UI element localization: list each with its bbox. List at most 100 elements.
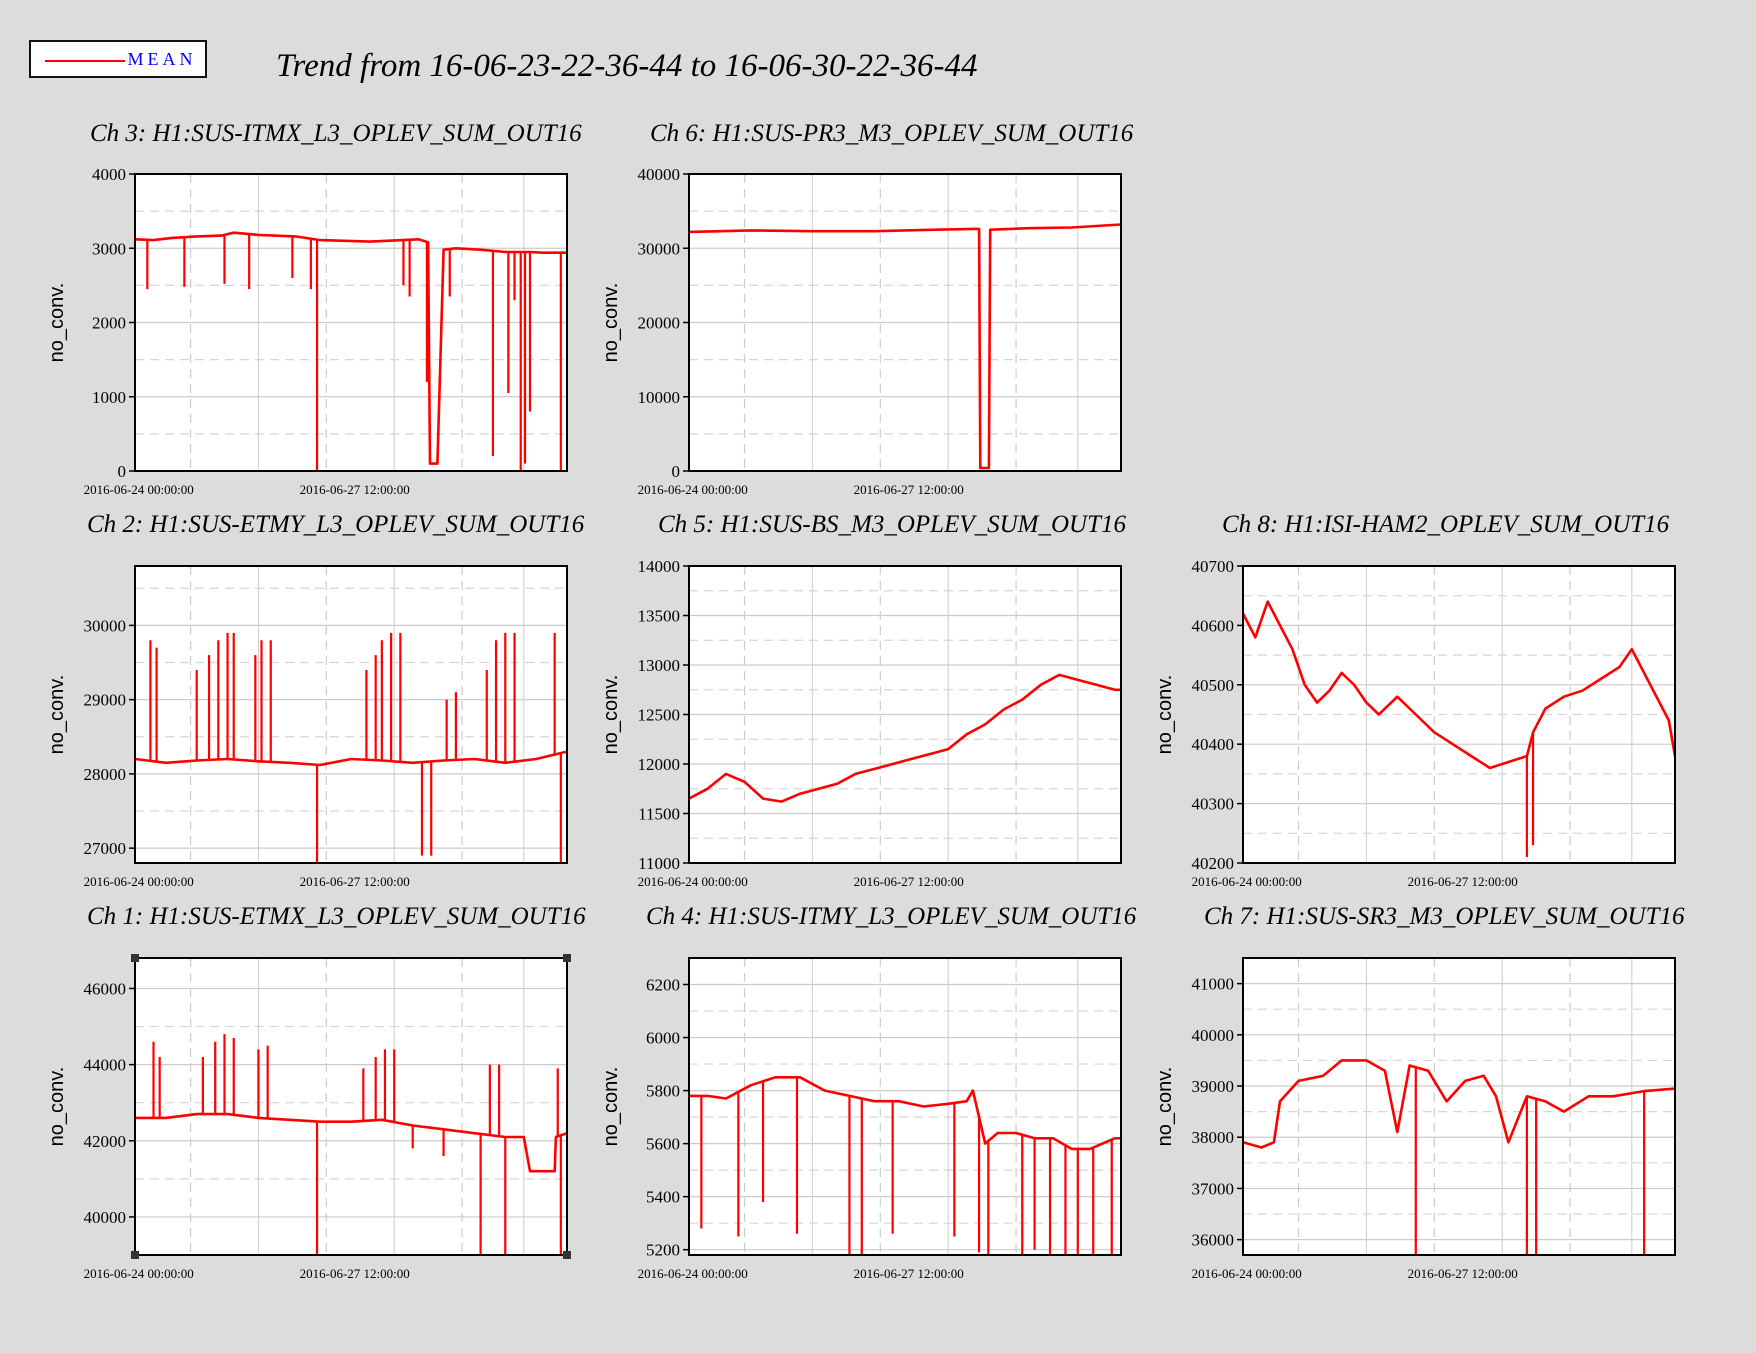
ytick-label-ch7-2: 38000: [1192, 1128, 1235, 1147]
plot-ch2: 27000 28000 29000 30000 2016-06-24 00:00:00 2…: [46, 565, 568, 889]
xtick-label-ch4-1: 2016-06-27 12:00:00: [854, 1266, 964, 1281]
trend-title: Trend from 16-06-23-22-36-44 to 16-06-30…: [276, 48, 978, 84]
ylabel-ch5: no_conv.: [600, 675, 622, 755]
ytick-label-ch5-2: 12000: [638, 755, 681, 774]
ytick-label-ch4-1: 5400: [646, 1188, 680, 1207]
selection-handle-3: [563, 1251, 571, 1259]
series-line-ch4-0: [689, 1076, 1121, 1151]
chart-title-ch2: Ch 2: H1:SUS-ETMY_L3_OPLEV_SUM_OUT16: [87, 511, 585, 538]
ytick-label-ch5-1: 11500: [638, 805, 680, 824]
ytick-label-ch8-1: 40300: [1192, 795, 1235, 814]
ytick-label-ch7-0: 36000: [1192, 1231, 1235, 1250]
series-group-ch7: [1243, 1059, 1675, 1255]
plot-area-ch4: [689, 958, 1121, 1255]
series-group-ch3: [135, 231, 567, 471]
plot-frame-ch7: [1242, 957, 1676, 1256]
ytick-label-ch2-0: 27000: [84, 839, 127, 858]
xtick-label-ch7-1: 2016-06-27 12:00:00: [1408, 1266, 1518, 1281]
ytick-label-ch5-0: 11000: [638, 854, 680, 873]
series-group-ch5: [689, 673, 1121, 803]
ytick-label-ch1-3: 46000: [84, 979, 127, 998]
plot-frame-ch1: [134, 957, 568, 1256]
xtick-label-ch1-1: 2016-06-27 12:00:00: [300, 1266, 410, 1281]
legend-box: MEAN: [29, 40, 207, 78]
ytick-label-ch5-6: 14000: [638, 557, 681, 576]
ytick-label-ch3-4: 4000: [92, 165, 126, 184]
plot-ch3: 0 1000 2000 3000 4000 2016-06-24 00:00:00 2016…: [46, 165, 568, 497]
ytick-label-ch5-5: 13500: [638, 607, 681, 626]
series-group-ch2: [135, 632, 567, 863]
chart-title-ch8: Ch 8: H1:ISI-HAM2_OPLEV_SUM_OUT16: [1222, 511, 1670, 538]
ytick-label-ch3-0: 0: [118, 462, 127, 481]
ytick-label-ch4-2: 5600: [646, 1135, 680, 1154]
ytick-label-ch7-3: 39000: [1192, 1077, 1235, 1096]
ylabel-ch7: no_conv.: [1154, 1067, 1176, 1147]
series-line-ch7-0: [1243, 1059, 1675, 1149]
series-group-ch8: [1243, 600, 1675, 858]
ytick-label-ch2-2: 29000: [84, 691, 127, 710]
chart-title-ch1: Ch 1: H1:SUS-ETMX_L3_OPLEV_SUM_OUT16: [87, 903, 586, 930]
ylabel-ch2: no_conv.: [46, 675, 68, 755]
ytick-label-ch1-0: 40000: [84, 1208, 127, 1227]
plot-area-ch7: [1243, 958, 1675, 1255]
xtick-label-ch2-1: 2016-06-27 12:00:00: [300, 874, 410, 889]
ytick-label-ch8-4: 40600: [1192, 616, 1235, 635]
ytick-label-ch6-1: 10000: [638, 388, 681, 407]
chart-title-ch5: Ch 5: H1:SUS-BS_M3_OPLEV_SUM_OUT16: [658, 511, 1127, 538]
xtick-label-ch3-0: 2016-06-24 00:00:00: [84, 482, 194, 497]
plot-ch7: 36000 37000 38000 39000 40000 41000 2016-06-24…: [1154, 957, 1676, 1281]
ylabel-ch1: no_conv.: [46, 1067, 68, 1147]
ytick-label-ch3-3: 3000: [92, 239, 126, 258]
ytick-label-ch2-1: 28000: [84, 765, 127, 784]
ytick-label-ch4-0: 5200: [646, 1241, 680, 1260]
ytick-label-ch4-5: 6200: [646, 976, 680, 995]
ylabel-ch8: no_conv.: [1154, 675, 1176, 755]
xtick-label-ch5-0: 2016-06-24 00:00:00: [638, 874, 748, 889]
series-line-ch1-0: [135, 1112, 567, 1173]
ylabel-ch3: no_conv.: [46, 283, 68, 363]
legend-line-swatch: [45, 60, 125, 62]
legend-label: MEAN: [127, 49, 197, 69]
ytick-label-ch6-0: 0: [672, 462, 681, 481]
chart-title-ch4: Ch 4: H1:SUS-ITMY_L3_OPLEV_SUM_OUT16: [646, 903, 1137, 930]
xtick-label-ch6-1: 2016-06-27 12:00:00: [854, 482, 964, 497]
plot-ch6: 0 10000 20000 30000 40000 2016-06-24 00:00:00…: [600, 165, 1122, 497]
plot-ch1: 40000 42000 44000 46000 2016-06-24 00:00:00 2…: [46, 957, 568, 1281]
plot-frame-ch8: [1242, 565, 1676, 864]
plot-area-ch1: [135, 958, 567, 1255]
plot-ch5: 11000 11500 12000 12500 13000 13500 14000 2016-…: [600, 557, 1122, 889]
selection-handle-2: [131, 1251, 139, 1259]
ylabel-ch4: no_conv.: [600, 1067, 622, 1147]
xtick-label-ch6-0: 2016-06-24 00:00:00: [638, 482, 748, 497]
plot-ch8: 40200 40300 40400 40500 40600 40700 2016-06-24…: [1154, 557, 1676, 889]
ytick-label-ch4-4: 6000: [646, 1029, 680, 1048]
ytick-label-ch6-3: 30000: [638, 239, 681, 258]
plot-frame-ch4: [688, 957, 1122, 1256]
ytick-label-ch8-5: 40700: [1192, 557, 1235, 576]
series-line-ch5-0: [689, 673, 1121, 803]
chart-title-ch7: Ch 7: H1:SUS-SR3_M3_OPLEV_SUM_OUT16: [1204, 903, 1685, 930]
ytick-label-ch4-3: 5800: [646, 1082, 680, 1101]
plot-ch4: 5200 5400 5600 5800 6000 6200 2016-06-24 00:00…: [600, 957, 1122, 1281]
ytick-label-ch8-0: 40200: [1192, 854, 1235, 873]
ytick-label-ch8-3: 40500: [1192, 676, 1235, 695]
xtick-label-ch7-0: 2016-06-24 00:00:00: [1192, 1266, 1302, 1281]
xtick-label-ch2-0: 2016-06-24 00:00:00: [84, 874, 194, 889]
ytick-label-ch2-3: 30000: [84, 616, 127, 635]
xtick-label-ch4-0: 2016-06-24 00:00:00: [638, 1266, 748, 1281]
ytick-label-ch7-4: 40000: [1192, 1026, 1235, 1045]
selection-handle-0: [131, 954, 139, 962]
series-line-ch8-0: [1243, 600, 1675, 770]
ytick-label-ch7-1: 37000: [1192, 1179, 1235, 1198]
ytick-label-ch5-4: 13000: [638, 656, 681, 675]
ytick-label-ch3-1: 1000: [92, 388, 126, 407]
series-group-ch1: [135, 1034, 567, 1255]
series-group-ch4: [689, 1076, 1121, 1255]
ytick-label-ch6-4: 40000: [638, 165, 681, 184]
series-group-ch6: [689, 223, 1121, 470]
chart-title-ch3: Ch 3: H1:SUS-ITMX_L3_OPLEV_SUM_OUT16: [90, 120, 582, 147]
xtick-label-ch5-1: 2016-06-27 12:00:00: [854, 874, 964, 889]
xtick-label-ch8-1: 2016-06-27 12:00:00: [1408, 874, 1518, 889]
ytick-label-ch7-5: 41000: [1192, 975, 1235, 994]
